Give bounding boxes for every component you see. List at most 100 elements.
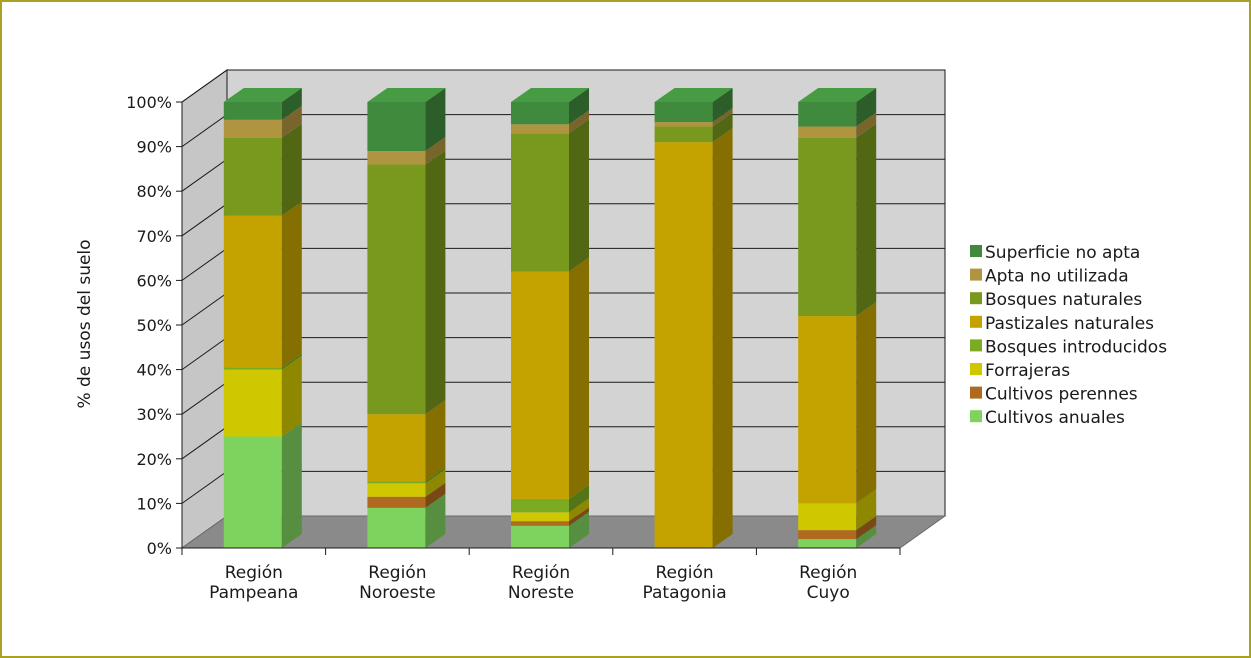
y-tick-label: 30% — [136, 405, 172, 424]
bar-segment — [367, 150, 446, 415]
bar-side — [425, 150, 446, 415]
bar-side — [569, 257, 589, 499]
bar-segment — [367, 137, 446, 165]
legend-item: Forrajeras — [970, 361, 1070, 381]
bar-stack — [367, 88, 446, 548]
legend-label: Apta no utilizada — [985, 267, 1129, 287]
bar-segment — [511, 119, 589, 272]
bar-front — [367, 102, 426, 152]
bar-front — [511, 124, 569, 134]
x-category-label: Región Noroeste — [359, 563, 436, 603]
legend-label: Pastizales naturales — [985, 314, 1154, 334]
bar-side — [425, 400, 446, 482]
bar-front — [511, 102, 569, 125]
bar-stack — [223, 88, 302, 548]
legend-swatch — [970, 410, 982, 423]
bar-side — [712, 112, 733, 143]
bar-front — [367, 414, 426, 482]
legend-swatch — [970, 245, 982, 257]
legend-item: Cultivos perennes — [970, 385, 1138, 405]
x-category-label-line: Patagonia — [643, 583, 727, 603]
bar-segment — [654, 88, 733, 123]
bar-side — [425, 469, 446, 497]
legend-label: Superficie no apta — [985, 243, 1140, 263]
y-axis: 0% 10% 20% 30% 40% 50% 60% 70% 80% 90% 100% — [126, 93, 183, 558]
y-tick-label: 90% — [136, 138, 172, 157]
y-tick-label: 80% — [136, 182, 172, 201]
bar-segment — [223, 353, 302, 370]
x-category-label-line: Región — [368, 563, 426, 583]
bar-side — [281, 422, 302, 548]
bar-segment — [223, 88, 302, 120]
x-category-label: Región Pampeana — [209, 563, 298, 603]
y-tick-label: 60% — [136, 271, 172, 290]
bar-front — [223, 436, 282, 548]
legend-item: Superficie no apta — [970, 243, 1140, 263]
bar-stack — [511, 88, 589, 548]
bar-segment — [798, 489, 877, 531]
bar-top — [654, 88, 733, 102]
bar-side — [856, 112, 877, 138]
bar-side — [281, 353, 302, 370]
bar-front — [511, 498, 569, 513]
bar-front — [654, 102, 713, 123]
bar-front — [367, 496, 426, 508]
bar-stack — [798, 88, 877, 548]
legend-item: Bosques introducidos — [970, 337, 1167, 357]
bar-segment — [367, 482, 446, 508]
y-tick-label: 50% — [136, 316, 172, 335]
bar-front — [367, 507, 426, 548]
legend-item: Cultivos anuales — [970, 408, 1125, 428]
x-category-label-line: Región — [799, 563, 857, 583]
bar-front — [798, 503, 857, 531]
bar-front — [223, 215, 282, 368]
bar-front — [223, 137, 282, 216]
y-tick-label: 10% — [136, 494, 172, 513]
x-category-label-line: Región — [225, 563, 283, 583]
legend-swatch — [970, 315, 982, 328]
x-axis: Región Pampeana Región Noroeste Región Norest… — [181, 547, 901, 603]
legend-swatch — [970, 339, 982, 352]
bar-segment — [223, 355, 302, 437]
bar-segment — [223, 201, 302, 368]
bar-segment — [798, 516, 877, 540]
bar-side — [425, 467, 446, 484]
bar-segment — [367, 469, 446, 497]
x-category-label: Región Noreste — [508, 563, 574, 603]
bar-stack — [654, 88, 733, 548]
bar-front — [367, 151, 426, 165]
bar-front — [511, 133, 569, 272]
bar-segment — [798, 525, 877, 548]
legend-item: Pastizales naturales — [970, 314, 1154, 334]
legend-label: Forrajeras — [985, 361, 1070, 381]
bar-front — [223, 367, 282, 370]
bar-segment — [798, 123, 877, 317]
legend-swatch — [970, 386, 982, 399]
bar-front — [511, 271, 569, 499]
bar-side — [569, 110, 589, 134]
x-category-label-line: Región — [655, 563, 713, 583]
bar-side — [856, 489, 877, 531]
bar-top — [798, 88, 877, 102]
bar-front — [367, 483, 426, 497]
bar-front — [798, 126, 857, 138]
x-category-label-line: Región — [512, 563, 570, 583]
bar-front — [223, 102, 282, 120]
x-category-label-line: Cuyo — [807, 583, 850, 603]
y-tick-label: 20% — [136, 450, 172, 469]
bar-side — [425, 88, 446, 152]
bar-segment — [367, 400, 446, 482]
y-axis-title: % de usos del suelo — [75, 239, 95, 408]
legend-label: Cultivos perennes — [985, 385, 1138, 405]
bar-top — [223, 88, 302, 102]
x-category-label: Región Cuyo — [799, 563, 857, 603]
x-category-label: Región Patagonia — [643, 563, 727, 603]
bar-side — [856, 123, 877, 317]
bar-segment — [798, 112, 877, 138]
bar-front — [798, 137, 857, 317]
bar-front — [654, 122, 713, 127]
bar-front — [367, 164, 426, 415]
bar-side — [712, 88, 733, 123]
bar-segment — [511, 484, 589, 513]
